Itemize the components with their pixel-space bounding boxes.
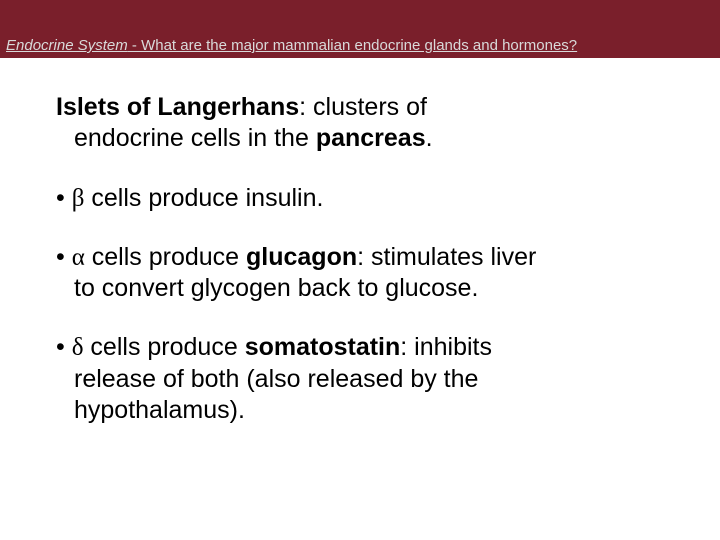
bullet-prefix: • xyxy=(56,333,72,361)
slide-content: Islets of Langerhans: clusters of endocr… xyxy=(0,58,720,426)
intro-desc: : clusters of xyxy=(299,93,427,121)
header-band: Endocrine System - What are the major ma… xyxy=(0,0,720,58)
intro-line2-before: endocrine cells in the xyxy=(74,124,316,152)
bullet-cont2: hypothalamus). xyxy=(56,395,672,426)
intro-line2: endocrine cells in the pancreas. xyxy=(56,123,672,154)
greek-delta: δ xyxy=(72,334,84,361)
greek-beta: β xyxy=(72,185,85,212)
intro-organ: pancreas xyxy=(316,124,426,152)
bullet-after: : stimulates liver xyxy=(357,243,536,271)
bullet-term-somatostatin: somatostatin xyxy=(245,333,401,361)
bullet-prefix: • xyxy=(56,184,72,212)
bullet-beta: • β cells produce insulin. xyxy=(56,183,672,214)
bullet-cont: to convert glycogen back to glucose. xyxy=(56,273,672,304)
greek-alpha: α xyxy=(72,244,85,271)
header-section: Endocrine System xyxy=(6,37,128,54)
bullet-prefix: • xyxy=(56,243,72,271)
bullet-mid: cells produce xyxy=(83,333,244,361)
bullet-cont1: release of both (also released by the xyxy=(56,364,672,395)
header-question: - What are the major mammalian endocrine… xyxy=(128,37,577,54)
intro-term: Islets of Langerhans xyxy=(56,93,299,121)
bullet-after: : inhibits xyxy=(400,333,492,361)
bullet-rest: cells produce insulin. xyxy=(84,184,323,212)
header-text: Endocrine System - What are the major ma… xyxy=(6,37,577,54)
intro-line2-after: . xyxy=(426,124,433,152)
bullet-alpha: • α cells produce glucagon: stimulates l… xyxy=(56,242,672,305)
bullet-delta: • δ cells produce somatostatin: inhibits… xyxy=(56,332,672,426)
bullet-mid: cells produce xyxy=(85,243,246,271)
bullet-term-glucagon: glucagon xyxy=(246,243,357,271)
intro-paragraph: Islets of Langerhans: clusters of endocr… xyxy=(56,92,672,155)
